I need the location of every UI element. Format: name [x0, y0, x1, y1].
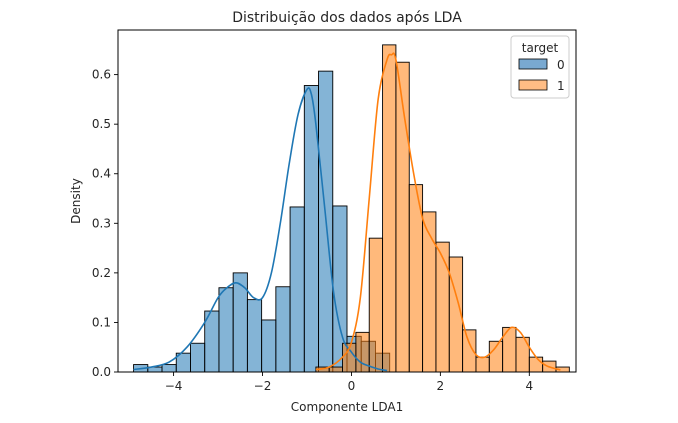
x-axis: −4 −2 0 2 4 [165, 372, 533, 393]
hist-bar-1-1 [328, 366, 343, 373]
hist-bar-0-8 [246, 299, 263, 373]
plot-frame [117, 29, 577, 373]
y-tick-label-3: 0.3 [92, 216, 111, 230]
legend-label-1: 1 [557, 79, 565, 93]
y-tick-label-1: 0.1 [92, 315, 111, 329]
legend-swatch-0 [518, 58, 548, 70]
legend: target 0 1 [510, 35, 570, 99]
y-tick-label-0: 0.0 [92, 365, 111, 379]
legend-swatch-1 [518, 79, 548, 91]
y-tick-label-2: 0.2 [92, 266, 111, 280]
kde-line-1 [315, 52, 561, 371]
x-tick-label-2: 0 [348, 379, 356, 393]
y-tick-label-6: 0.6 [92, 68, 111, 82]
y-tick-label-5: 0.5 [92, 117, 111, 131]
hist-bar-1-8 [422, 211, 437, 373]
hist-bar-0-10 [275, 286, 291, 373]
y-axis-label: Density [69, 178, 83, 224]
hist-bar-0-9 [261, 319, 277, 373]
hist-bar-1-9 [435, 241, 450, 373]
histogram-layer [133, 44, 570, 373]
kde-line-0 [133, 87, 388, 372]
legend-label-0: 0 [557, 58, 565, 72]
legend-title: target [522, 41, 559, 55]
y-axis: 0.0 0.1 0.2 0.3 0.4 0.5 0.6 [92, 68, 118, 379]
x-tick-label-3: 2 [437, 379, 445, 393]
x-axis-label: Componente LDA1 [291, 400, 403, 414]
hist-bar-0-6 [218, 287, 234, 373]
hist-bar-1-12 [475, 356, 490, 373]
x-tick-label-0: −4 [165, 379, 183, 393]
hist-bar-1-4 [368, 237, 384, 373]
hist-bar-0-4 [190, 342, 206, 373]
hist-bar-1-5 [382, 44, 397, 373]
x-tick-label-4: 4 [525, 379, 533, 393]
hist-bar-0-2 [161, 364, 177, 373]
kde-layer [133, 52, 561, 372]
hist-bar-1-16 [528, 356, 544, 373]
chart-title: Distribuição dos dados após LDA [232, 10, 462, 26]
x-tick-label-1: −2 [254, 379, 272, 393]
y-tick-label-4: 0.4 [92, 167, 111, 181]
hist-bar-0-11 [289, 206, 305, 373]
